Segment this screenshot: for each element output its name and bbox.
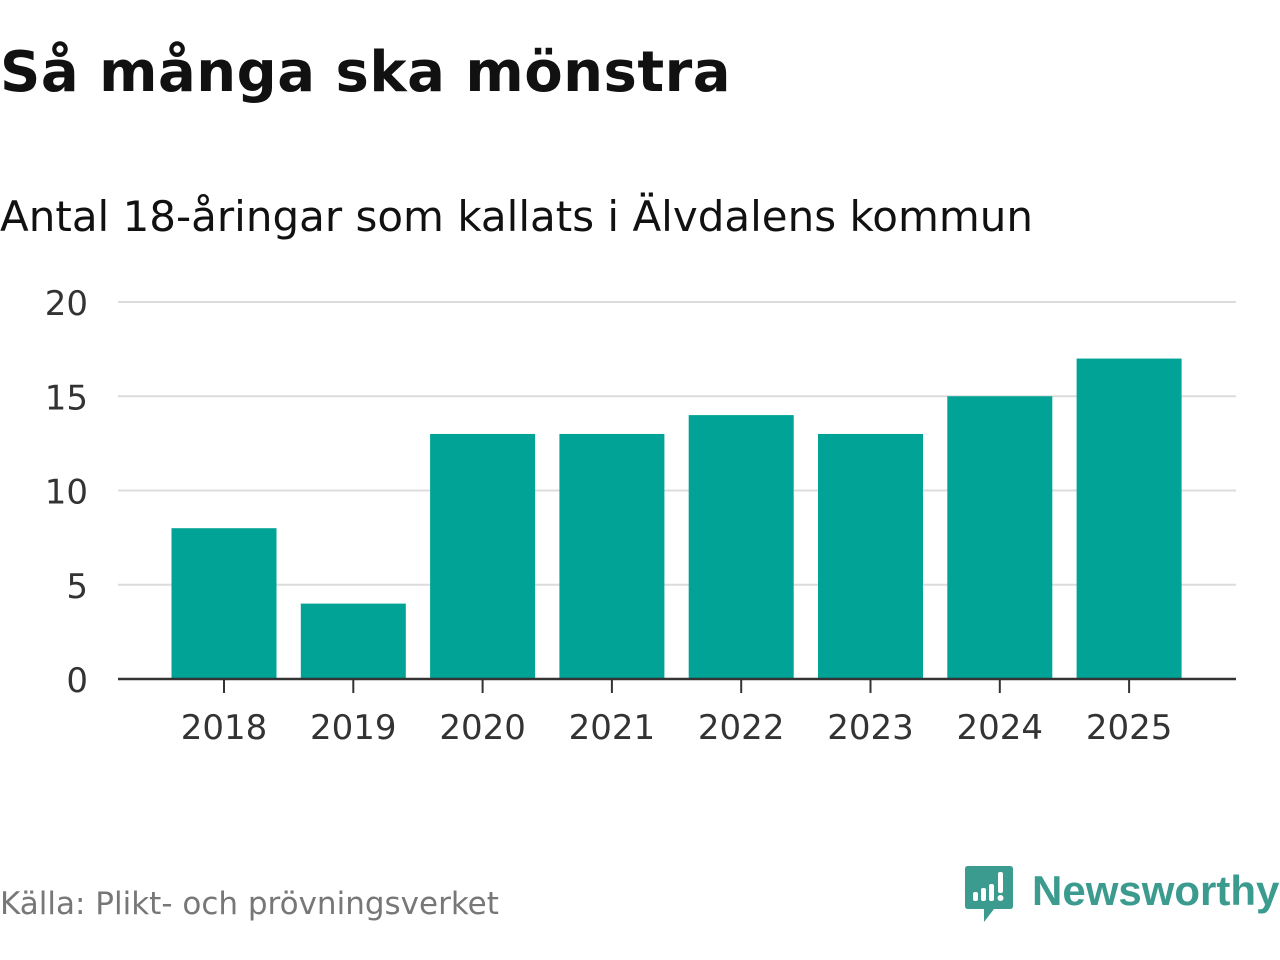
- y-tick-label: 0: [66, 661, 88, 701]
- x-tick-label: 2022: [698, 708, 785, 748]
- bar-2021: [559, 433, 665, 679]
- chart-subtitle: Antal 18-åringar som kallats i Älvdalens…: [0, 192, 1034, 241]
- bar-chart: 0 5 10 15 20 2018 2019 2020 2021 2022 2023 2024 2025: [45, 284, 1236, 748]
- brand-name: Newsworthy: [1032, 867, 1280, 914]
- chart-title: Så många ska mönstra: [0, 40, 732, 105]
- y-tick-label: 10: [45, 473, 88, 513]
- x-tick-label: 2024: [957, 708, 1044, 748]
- bar-2020: [430, 433, 536, 679]
- newsworthy-logo: Newsworthy: [964, 864, 1279, 926]
- x-tick-label: 2019: [310, 708, 397, 748]
- x-tick-label: 2023: [827, 708, 914, 748]
- bar-2022: [688, 415, 794, 679]
- y-tick-label: 15: [45, 378, 88, 418]
- bar-2019: [300, 603, 406, 679]
- bar-2025: [1076, 358, 1182, 679]
- source-note: Källa: Plikt- och prövningsverket: [0, 886, 499, 922]
- x-tick-label: 2020: [439, 708, 526, 748]
- newsworthy-logo-icon: [965, 866, 1013, 922]
- x-tick-label: 2021: [569, 708, 656, 748]
- bar-2024: [947, 396, 1053, 679]
- bar-2023: [818, 433, 923, 679]
- y-tick-label: 20: [45, 284, 88, 324]
- x-tick-label: 2025: [1086, 708, 1173, 748]
- y-tick-label: 5: [66, 567, 88, 607]
- bar-2018: [171, 528, 277, 679]
- x-tick-label: 2018: [181, 708, 268, 748]
